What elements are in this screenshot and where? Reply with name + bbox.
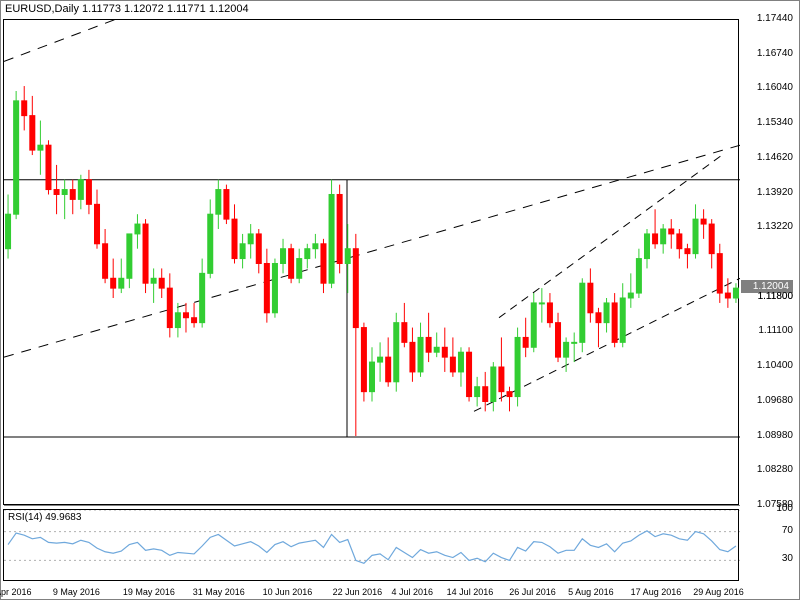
y-tick-label: 1.16040 (741, 82, 793, 93)
y-tick-label: 1.09680 (741, 395, 793, 406)
rsi-panel[interactable]: RSI(14) 49.9683 (3, 509, 739, 581)
price-chart-panel[interactable] (3, 19, 739, 505)
rsi-y-tick: 100 (741, 503, 793, 514)
y-tick-label: 1.15340 (741, 117, 793, 128)
y-tick-label: 1.11800 (741, 291, 793, 302)
rsi-svg (4, 510, 740, 582)
x-tick-label: 10 Jun 2016 (263, 587, 313, 597)
y-tick-label: 1.11100 (741, 325, 793, 336)
time-x-axis: 27 Apr 2016 9 May 2016 19 May 2016 31 May 2… (3, 583, 739, 597)
rsi-y-tick: 70 (741, 525, 793, 536)
x-tick-label: 4 Jul 2016 (391, 587, 433, 597)
rsi-y-axis: 3070100 (739, 509, 793, 581)
rsi-y-tick: 30 (741, 553, 793, 564)
symbol-timeframe: EURUSD,Daily 1.11773 1.12072 1.11771 1.1… (5, 3, 249, 15)
y-tick-label: 1.10400 (741, 360, 793, 371)
y-tick-label: 1.08280 (741, 464, 793, 475)
x-tick-label: 31 May 2016 (193, 587, 245, 597)
chart-header: EURUSD,Daily 1.11773 1.12072 1.11771 1.1… (5, 3, 249, 15)
x-tick-label: 5 Aug 2016 (568, 587, 614, 597)
x-tick-label: 9 May 2016 (53, 587, 100, 597)
x-tick-label: 14 Jul 2016 (447, 587, 494, 597)
y-tick-label: 1.13220 (741, 221, 793, 232)
x-tick-label: 17 Aug 2016 (631, 587, 682, 597)
y-tick-label: 1.08980 (741, 430, 793, 441)
y-tick-label: 1.16740 (741, 48, 793, 59)
y-tick-label: 1.14620 (741, 152, 793, 163)
price-y-axis: 1.075801.082801.089801.096801.104001.111… (739, 19, 793, 505)
x-tick-label: 26 Jul 2016 (509, 587, 556, 597)
y-tick-label: 1.17440 (741, 13, 793, 24)
price-chart-svg (4, 20, 740, 506)
x-tick-label: 27 Apr 2016 (0, 587, 32, 597)
x-tick-label: 22 Jun 2016 (333, 587, 383, 597)
x-tick-label: 19 May 2016 (123, 587, 175, 597)
x-tick-label: 29 Aug 2016 (693, 587, 744, 597)
y-tick-label: 1.13920 (741, 187, 793, 198)
chart-window: EURUSD,Daily 1.11773 1.12072 1.11771 1.1… (0, 0, 800, 600)
